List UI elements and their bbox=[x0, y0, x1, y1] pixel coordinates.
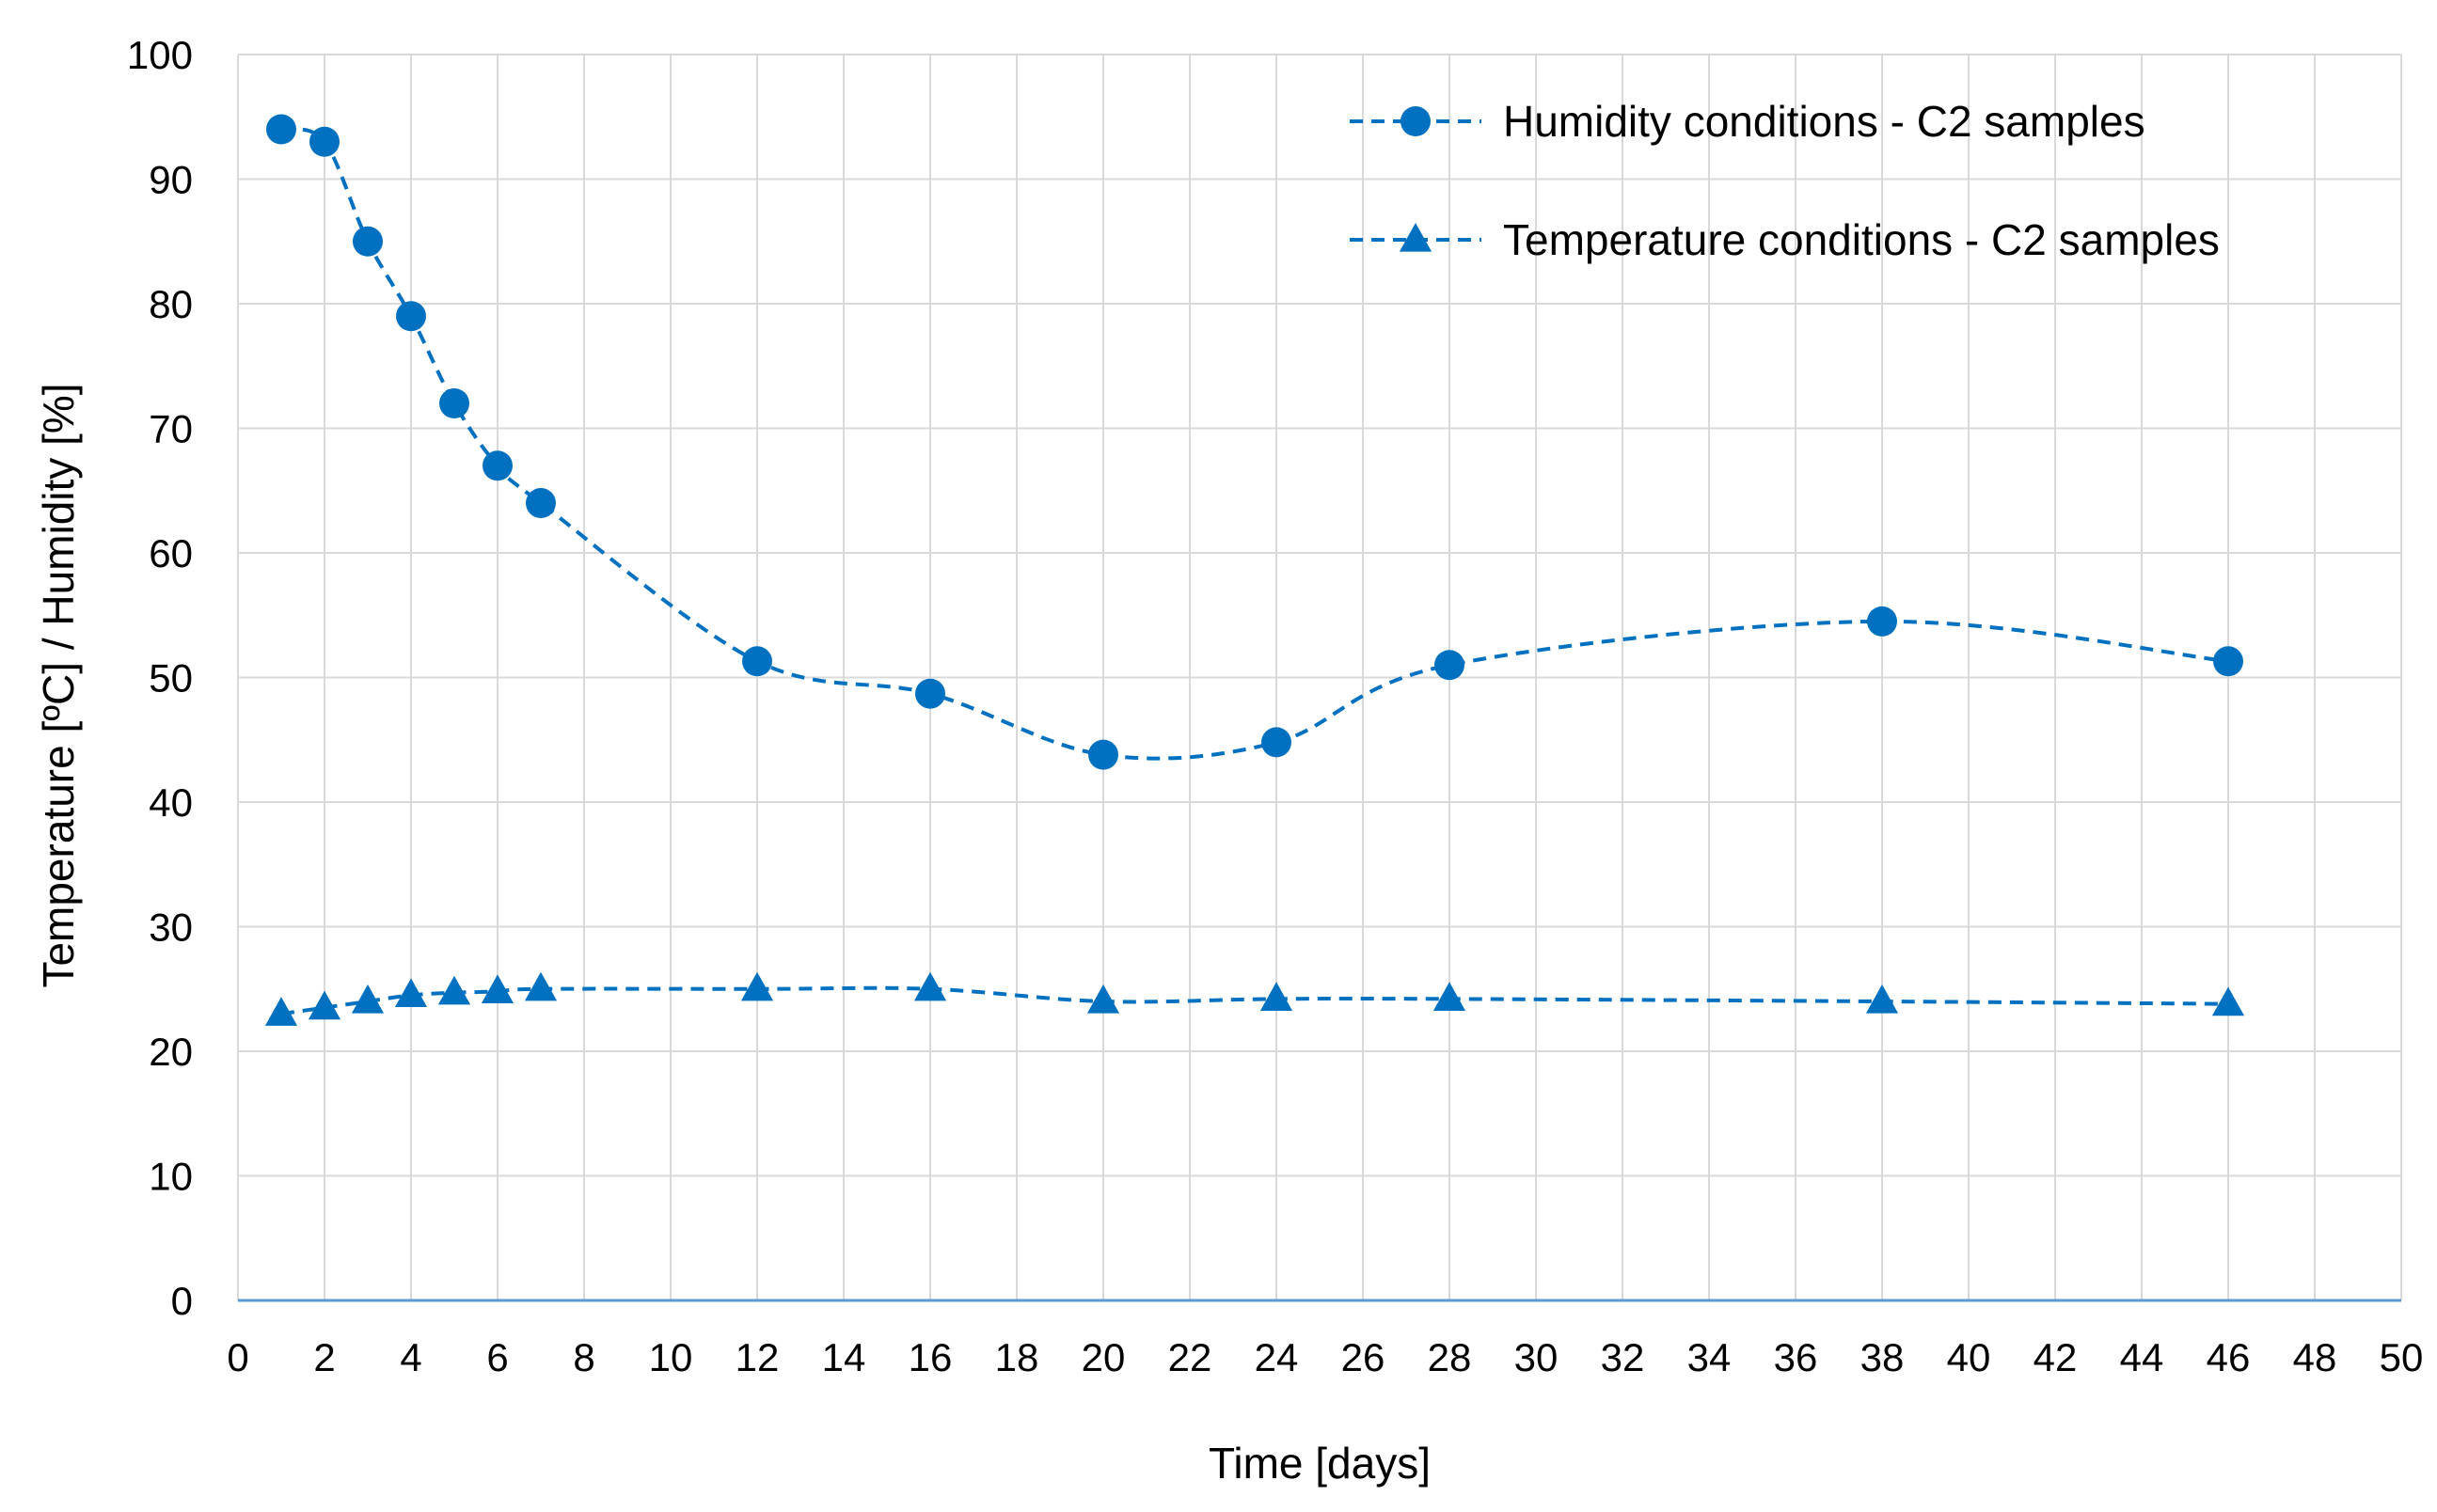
x-tick-label: 26 bbox=[1341, 1335, 1385, 1379]
y-tick-label: 60 bbox=[149, 531, 193, 575]
x-tick-label: 24 bbox=[1255, 1335, 1299, 1379]
plot-area bbox=[264, 114, 2245, 1026]
x-tick-label: 16 bbox=[909, 1335, 953, 1379]
series-line-temperature bbox=[280, 985, 2229, 1016]
data-point-temperature bbox=[481, 974, 514, 1003]
data-point-humidity bbox=[526, 488, 556, 518]
data-point-temperature bbox=[1865, 984, 1899, 1014]
data-point-humidity bbox=[1088, 739, 1118, 770]
y-tick-label: 0 bbox=[171, 1279, 193, 1323]
data-point-temperature bbox=[1259, 982, 1293, 1011]
data-point-humidity bbox=[353, 226, 383, 257]
x-tick-label: 0 bbox=[227, 1335, 248, 1379]
grid bbox=[237, 54, 2402, 1300]
legend-label-temperature: Temperature conditions - C2 samples bbox=[1503, 215, 2220, 264]
y-tick-label: 30 bbox=[149, 906, 193, 950]
data-point-humidity bbox=[742, 646, 772, 677]
x-tick-label: 34 bbox=[1687, 1335, 1732, 1379]
x-tick-label: 10 bbox=[649, 1335, 693, 1379]
data-point-humidity bbox=[483, 450, 513, 481]
x-tick-label: 22 bbox=[1168, 1335, 1212, 1379]
data-point-temperature bbox=[351, 984, 385, 1014]
x-tick-label: 18 bbox=[995, 1335, 1039, 1379]
data-point-temperature bbox=[2211, 986, 2245, 1016]
y-tick-label: 40 bbox=[149, 780, 193, 825]
data-point-temperature bbox=[308, 990, 341, 1020]
data-point-temperature bbox=[437, 975, 471, 1005]
data-point-humidity bbox=[1867, 606, 1897, 637]
x-tick-label: 36 bbox=[1774, 1335, 1818, 1379]
legend-marker-temperature bbox=[1399, 223, 1432, 252]
data-point-temperature bbox=[264, 997, 298, 1026]
y-tick-label: 70 bbox=[149, 407, 193, 451]
data-point-temperature bbox=[1432, 982, 1466, 1011]
x-tick-label: 4 bbox=[400, 1335, 421, 1379]
y-tick-label: 80 bbox=[149, 282, 193, 326]
data-point-humidity bbox=[2213, 646, 2243, 677]
data-point-temperature bbox=[1086, 984, 1120, 1014]
axes: 0 2 4 6 8 10 12 14 16 18 20 22 24 26 28 30 32 34 36 38 40 42 4… bbox=[127, 33, 2423, 1379]
y-axis-title: Temperature [ºC] / Humidity [%] bbox=[34, 383, 83, 987]
x-tick-label: 44 bbox=[2120, 1335, 2164, 1379]
x-tick-label: 28 bbox=[1428, 1335, 1472, 1379]
x-tick-label: 8 bbox=[573, 1335, 594, 1379]
data-point-humidity bbox=[396, 301, 426, 332]
y-tick-label: 100 bbox=[127, 33, 193, 77]
x-tick-label: 40 bbox=[1947, 1335, 1991, 1379]
x-tick-label: 46 bbox=[2207, 1335, 2251, 1379]
x-tick-label: 20 bbox=[1082, 1335, 1126, 1379]
data-point-temperature bbox=[740, 971, 774, 1001]
data-point-humidity bbox=[309, 126, 340, 157]
data-point-temperature bbox=[394, 978, 428, 1007]
data-point-humidity bbox=[915, 678, 945, 709]
data-point-humidity bbox=[1261, 727, 1291, 758]
y-tick-label: 20 bbox=[149, 1030, 193, 1074]
legend-label-humidity: Humidity conditions - C2 samples bbox=[1503, 97, 2145, 146]
x-tick-label: 42 bbox=[2033, 1335, 2078, 1379]
data-point-temperature bbox=[524, 971, 558, 1001]
y-tick-label: 10 bbox=[149, 1155, 193, 1199]
x-tick-label: 32 bbox=[1601, 1335, 1645, 1379]
x-tick-label: 50 bbox=[2380, 1335, 2424, 1379]
legend: Humidity conditions - C2 samples Tempera… bbox=[1350, 97, 2220, 264]
data-point-temperature bbox=[913, 971, 947, 1001]
legend-marker-humidity bbox=[1400, 106, 1431, 136]
y-tick-label: 50 bbox=[149, 656, 193, 701]
data-point-humidity bbox=[266, 114, 296, 145]
x-tick-label: 6 bbox=[486, 1335, 508, 1379]
x-tick-label: 12 bbox=[736, 1335, 780, 1379]
x-tick-label: 48 bbox=[2293, 1335, 2337, 1379]
x-axis-title: Time [days] bbox=[1209, 1439, 1431, 1488]
data-point-humidity bbox=[439, 388, 469, 418]
x-tick-label: 30 bbox=[1514, 1335, 1559, 1379]
x-tick-label: 2 bbox=[313, 1335, 335, 1379]
x-tick-label: 14 bbox=[822, 1335, 866, 1379]
y-tick-label: 90 bbox=[149, 158, 193, 202]
x-tick-label: 38 bbox=[1860, 1335, 1905, 1379]
data-point-humidity bbox=[1434, 650, 1464, 681]
